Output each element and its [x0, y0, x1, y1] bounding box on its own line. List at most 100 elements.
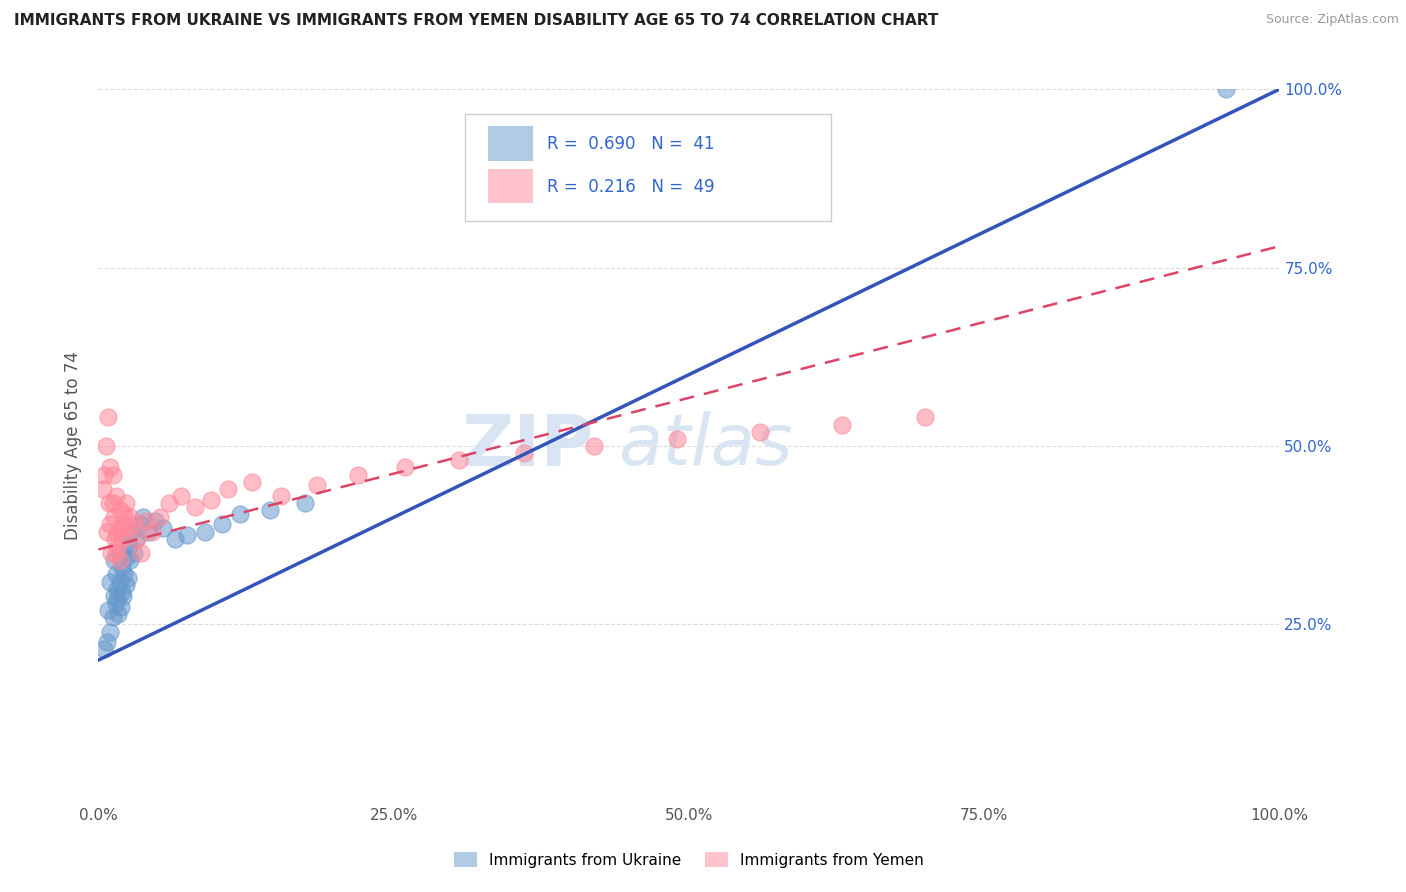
Point	[831, 417, 853, 432]
Point	[103, 553, 125, 567]
Point	[108, 546, 131, 560]
Point	[94, 439, 117, 453]
Point	[101, 467, 124, 482]
Point	[115, 549, 138, 564]
Point	[110, 599, 132, 614]
Point	[112, 517, 135, 532]
Point	[114, 496, 136, 510]
Point	[103, 589, 125, 603]
Point	[347, 467, 370, 482]
Point	[105, 546, 128, 560]
Point	[259, 503, 281, 517]
Text: Source: ZipAtlas.com: Source: ZipAtlas.com	[1265, 13, 1399, 27]
Point	[112, 507, 135, 521]
Point	[98, 496, 121, 510]
Point	[108, 553, 131, 567]
Point	[96, 524, 118, 539]
Point	[100, 546, 122, 560]
Text: atlas: atlas	[619, 411, 793, 481]
Point	[129, 546, 152, 560]
Point	[135, 514, 157, 528]
Point	[93, 467, 115, 482]
Y-axis label: Disability Age 65 to 74: Disability Age 65 to 74	[65, 351, 83, 541]
Point	[96, 635, 118, 649]
Point	[108, 503, 131, 517]
Point	[666, 432, 689, 446]
Point	[240, 475, 263, 489]
Point	[176, 528, 198, 542]
Point	[114, 578, 136, 592]
Point	[200, 492, 222, 507]
Point	[108, 574, 131, 589]
Point	[107, 539, 129, 553]
Point	[157, 496, 180, 510]
Point	[105, 489, 128, 503]
Point	[447, 453, 470, 467]
Point	[120, 510, 142, 524]
Point	[143, 514, 166, 528]
Point	[118, 539, 141, 553]
Point	[93, 642, 115, 657]
Point	[120, 553, 142, 567]
Point	[112, 567, 135, 582]
Point	[117, 521, 139, 535]
Point	[914, 410, 936, 425]
Point	[112, 589, 135, 603]
Point	[105, 592, 128, 607]
Point	[111, 532, 134, 546]
Point	[141, 524, 163, 539]
Point	[125, 532, 148, 546]
Point	[1215, 82, 1237, 96]
Point	[121, 524, 143, 539]
Point	[105, 596, 128, 610]
Point	[97, 410, 120, 425]
Point	[152, 521, 174, 535]
Point	[98, 624, 121, 639]
Point	[394, 460, 416, 475]
Text: ZIP: ZIP	[463, 411, 595, 481]
Point	[111, 560, 134, 574]
Point	[217, 482, 239, 496]
Point	[105, 524, 128, 539]
Point	[98, 460, 121, 475]
Point	[149, 510, 172, 524]
Point	[101, 496, 124, 510]
Point	[184, 500, 207, 514]
Point	[211, 517, 233, 532]
Point	[97, 603, 120, 617]
Point	[98, 517, 121, 532]
Point	[98, 574, 121, 589]
Point	[512, 446, 534, 460]
Point	[128, 517, 150, 532]
Point	[107, 607, 129, 621]
Point	[122, 546, 145, 560]
Point	[305, 478, 328, 492]
FancyBboxPatch shape	[464, 114, 831, 221]
Text: IMMIGRANTS FROM UKRAINE VS IMMIGRANTS FROM YEMEN DISABILITY AGE 65 TO 74 CORRELA: IMMIGRANTS FROM UKRAINE VS IMMIGRANTS FR…	[14, 13, 938, 29]
Point	[110, 521, 132, 535]
Text: R =  0.690   N =  41: R = 0.690 N = 41	[547, 136, 714, 153]
Point	[111, 585, 134, 599]
Point	[105, 567, 128, 582]
Point	[165, 532, 187, 546]
Point	[117, 571, 139, 585]
Point	[122, 517, 145, 532]
Point	[194, 524, 217, 539]
FancyBboxPatch shape	[488, 169, 533, 203]
Point	[748, 425, 770, 439]
Point	[127, 532, 149, 546]
Point	[132, 510, 155, 524]
Point	[294, 496, 316, 510]
Point	[103, 510, 125, 524]
Legend: Immigrants from Ukraine, Immigrants from Yemen: Immigrants from Ukraine, Immigrants from…	[449, 846, 929, 873]
Point	[91, 482, 114, 496]
FancyBboxPatch shape	[488, 127, 533, 161]
Point	[136, 524, 159, 539]
Point	[583, 439, 606, 453]
Point	[101, 610, 124, 624]
Text: R =  0.216   N =  49: R = 0.216 N = 49	[547, 178, 714, 196]
Point	[105, 582, 128, 596]
Point	[104, 532, 127, 546]
Point	[270, 489, 292, 503]
Point	[229, 507, 252, 521]
